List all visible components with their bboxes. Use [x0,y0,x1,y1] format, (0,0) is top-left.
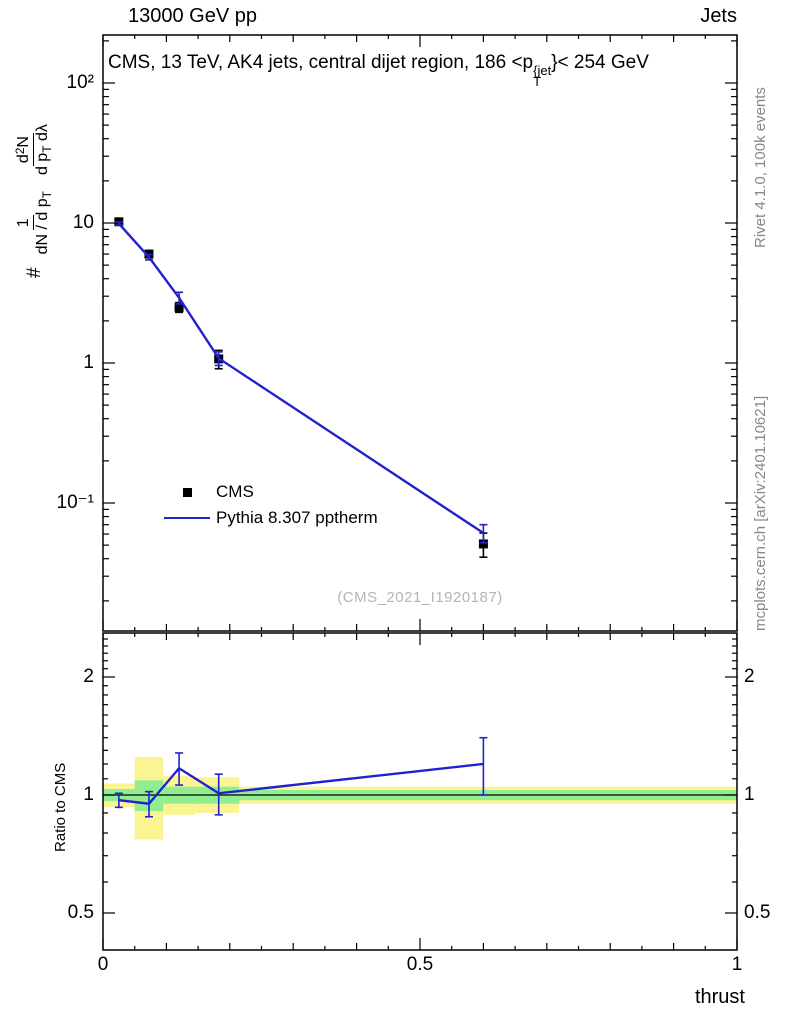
plot-title-suffix: }< 254 GeV [551,52,649,73]
ratio-y-tick-label-left: 1 [83,784,94,805]
x-tick-label: 0 [97,954,109,975]
x-tick-label: 0.5 [406,954,434,975]
rivet-credit-label: Rivet 4.1.0, 100k events [752,87,769,248]
cms-square-icon [158,487,216,497]
main-y-tick-label: 10⁻¹ [56,492,95,513]
ylabel-hash: # [23,267,45,278]
fraction-numerator: 1 [14,215,34,231]
ratio-y-axis-title: Ratio to CMS [52,762,69,852]
fraction-denominator: d pT dλ [34,124,55,176]
ratio-y-tick-label-right: 0.5 [744,902,771,923]
legend: CMS Pythia 8.307 pptherm [158,479,378,531]
pythia-line-series [114,221,488,544]
main-y-tick-label: 10 [72,212,94,233]
main-y-tick-label: 10² [66,72,94,93]
plot-title-prefix: CMS, 13 TeV, AK4 jets, central dijet reg… [108,52,534,73]
x-tick-label: 1 [731,954,743,975]
fraction-denominator: dN / d pT [33,191,54,255]
pt-subscript: T [533,74,542,89]
plot-title: CMS, 13 TeV, AK4 jets, central dijet reg… [108,52,649,89]
beam-energy-label: 13000 GeV pp [128,5,257,27]
ylabel-fraction-1: 1 dN / d pT [14,188,55,257]
main-plot-frame [102,34,738,632]
legend-item-pythia: Pythia 8.307 pptherm [158,505,378,531]
ratio-plot-frame [102,632,738,951]
legend-label-cms: CMS [216,482,254,501]
ratio-y-tick-label-left: 2 [83,666,94,687]
fraction-numerator: d2N [13,133,35,167]
pt-supsub: {jet T [533,63,552,89]
watermark: (CMS_2021_I1920187) [337,589,503,606]
process-label: Jets [700,5,737,27]
main-y-tick-label: 1 [83,352,94,373]
ratio-y-tick-label-right: 1 [744,784,755,805]
ratio-y-tick-label-left: 0.5 [67,902,94,923]
ratio-line-series [114,736,488,818]
mcplots-credit-label: mcplots.cern.ch [arXiv:2401.10621] [752,395,769,631]
y-axis-title: # 1 dN / d pT d2N d pT dλ [13,121,55,278]
ratio-y-tick-label-right: 2 [744,666,755,687]
ylabel-fraction-2: d2N d pT dλ [13,121,55,178]
x-axis-title: thrust [694,986,745,1008]
pt-superscript: {jet [533,63,552,78]
pythia-line-icon [158,516,216,520]
legend-item-cms: CMS [158,479,378,505]
legend-label-pythia: Pythia 8.307 pptherm [216,508,378,527]
